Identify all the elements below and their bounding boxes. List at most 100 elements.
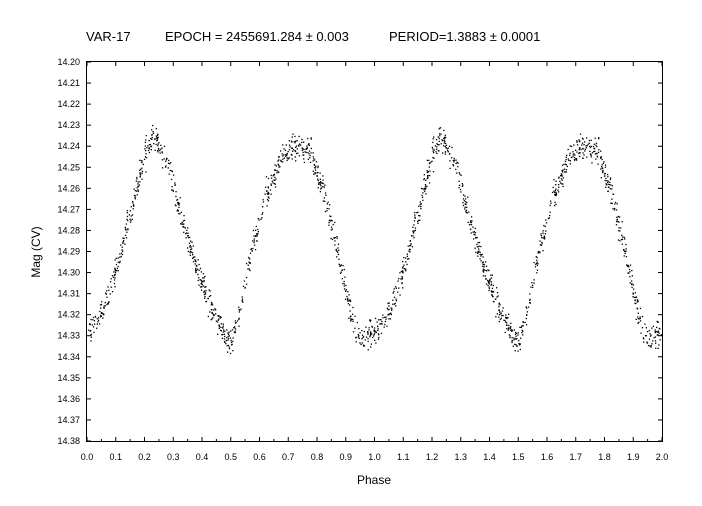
data-point [137, 190, 140, 192]
data-point [509, 336, 511, 339]
data-point [176, 210, 178, 212]
data-point [464, 195, 466, 197]
data-point [336, 236, 338, 238]
data-point [104, 302, 106, 304]
data-point [580, 148, 582, 151]
data-point [428, 182, 431, 184]
data-point [490, 290, 492, 292]
data-point [391, 309, 393, 311]
data-point [529, 302, 531, 304]
data-point [517, 350, 519, 352]
data-point [257, 228, 259, 231]
data-point [201, 283, 203, 286]
data-point [525, 306, 527, 308]
data-point [595, 158, 597, 160]
data-point [474, 247, 476, 249]
data-point [190, 251, 193, 253]
y-tick-label: 14.20 [57, 57, 80, 67]
data-point [562, 185, 564, 188]
data-point [570, 145, 573, 148]
data-point [150, 137, 152, 140]
data-point [377, 338, 380, 340]
data-point [598, 138, 600, 140]
data-point [621, 234, 623, 237]
data-point [232, 337, 234, 339]
data-point [576, 141, 578, 143]
data-point [600, 150, 602, 152]
data-point [545, 222, 548, 224]
data-point [177, 210, 179, 212]
data-point [220, 323, 222, 325]
data-point [587, 143, 589, 145]
data-point [397, 280, 399, 282]
data-point [201, 286, 203, 288]
data-point [561, 175, 564, 177]
data-point [200, 283, 202, 285]
data-point [449, 153, 451, 155]
data-point [491, 294, 493, 296]
data-point [131, 218, 133, 220]
data-point [270, 174, 272, 177]
data-point [579, 140, 581, 142]
data-point [197, 259, 199, 261]
data-point [628, 272, 630, 274]
data-point [489, 280, 491, 282]
data-point [498, 303, 500, 305]
data-point [423, 178, 426, 180]
data-point [600, 157, 602, 159]
data-point [233, 331, 235, 333]
data-point [436, 146, 438, 148]
data-point [224, 341, 226, 344]
data-point [511, 329, 513, 331]
y-axis-label: Mag (CV) [29, 226, 43, 277]
data-point [349, 299, 351, 302]
data-point [385, 316, 387, 318]
data-point [267, 191, 270, 194]
data-point [455, 168, 457, 170]
data-point [318, 183, 320, 185]
data-point [400, 270, 402, 273]
data-point [452, 159, 454, 162]
data-point [602, 170, 604, 172]
data-point [134, 198, 136, 200]
data-point [189, 250, 191, 252]
data-point [637, 300, 639, 303]
data-point [504, 331, 506, 334]
data-point [632, 296, 634, 298]
data-point [651, 343, 653, 345]
data-point [637, 318, 639, 320]
data-point [398, 287, 400, 289]
data-point [483, 266, 485, 268]
data-point [363, 345, 365, 347]
data-point [657, 347, 659, 349]
data-point [293, 141, 295, 143]
data-point [473, 233, 475, 235]
data-point [458, 186, 460, 189]
data-point [466, 212, 468, 214]
data-point [412, 230, 414, 232]
data-point [169, 169, 171, 172]
data-point [501, 315, 503, 317]
data-point [274, 164, 276, 166]
data-point [139, 174, 141, 176]
data-point [565, 171, 567, 173]
data-point [241, 298, 244, 300]
data-point [302, 151, 304, 153]
data-point [641, 315, 644, 318]
data-point [266, 198, 269, 201]
data-point [459, 173, 461, 175]
data-point [375, 331, 377, 334]
data-point [515, 335, 517, 337]
data-point [582, 152, 584, 154]
x-tick-label: 2.0 [656, 452, 669, 462]
data-point [257, 218, 259, 220]
data-point [227, 335, 229, 338]
data-point [220, 316, 222, 318]
data-point [294, 135, 296, 138]
data-point [535, 256, 537, 258]
data-point [310, 137, 312, 139]
data-point [256, 235, 258, 237]
data-point [579, 147, 581, 149]
data-point [451, 157, 453, 159]
data-point [655, 347, 657, 349]
